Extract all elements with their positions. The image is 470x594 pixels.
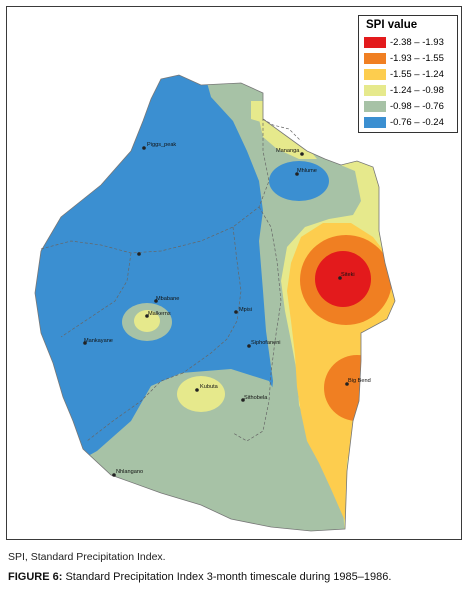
label-mankayane: Mankayane [84, 338, 113, 344]
figure-text: Standard Precipitation Index 3-month tim… [62, 571, 392, 583]
marker-big-bend [345, 382, 349, 386]
country-border [34, 74, 396, 532]
zone-blue-mhlume [269, 161, 329, 201]
zone-yellow-malkerns [134, 310, 160, 332]
legend-label: -1.24 – -0.98 [390, 85, 444, 96]
marker-mankayane [83, 341, 87, 345]
marker-siphofaneni [247, 344, 251, 348]
marker-kubuta [195, 388, 199, 392]
legend-label: -1.93 – -1.55 [390, 53, 444, 64]
marker-nhlangano [112, 473, 116, 477]
label-piggs-peak: Piggs_peak [147, 142, 176, 148]
marker-mananga [300, 152, 304, 156]
legend-swatch [364, 101, 386, 112]
abbreviation-note: SPI, Standard Precipitation Index. [8, 551, 166, 563]
label-mananga: Mananga [276, 148, 300, 154]
legend-label: -0.76 – -0.24 [390, 117, 444, 128]
label-siteki: Siteki [341, 272, 355, 278]
marker-mbabane [154, 299, 158, 303]
figure-label: FIGURE 6: [8, 571, 63, 583]
zone-red [315, 251, 371, 307]
legend-label: -2.38 – -1.93 [390, 37, 444, 48]
marker-siteki [338, 276, 342, 280]
figure-caption: FIGURE 6: Standard Precipitation Index 3… [8, 571, 391, 583]
legend-swatch [364, 69, 386, 80]
legend-swatch [364, 53, 386, 64]
legend-row: -0.76 – -0.24 [364, 116, 444, 129]
legend-swatch [364, 37, 386, 48]
spi-map: Piggs_peak Mananga Mhlume Siteki Mbabane… [34, 74, 396, 532]
marker-malkerns [145, 314, 149, 318]
label-nhlangano: Nhlangano [116, 469, 143, 475]
label-sithobela: Sithobela [244, 395, 268, 401]
marker-unnamed [137, 252, 141, 256]
legend-row: -0.98 – -0.76 [364, 100, 444, 113]
label-kubuta: Kubuta [200, 384, 219, 390]
marker-mpisi [234, 310, 238, 314]
legend-label: -0.98 – -0.76 [390, 101, 444, 112]
internal-boundaries [40, 118, 302, 442]
label-mbabane: Mbabane [156, 296, 179, 302]
label-mpisi: Mpisi [239, 307, 252, 313]
legend-title: SPI value [366, 19, 418, 31]
marker-sithobela [241, 398, 245, 402]
marker-piggs-peak [142, 146, 146, 150]
legend-row: -1.24 – -0.98 [364, 84, 444, 97]
label-mhlume: Mhlume [297, 168, 317, 174]
map-legend: SPI value -2.38 – -1.93 -1.93 – -1.55 -1… [358, 15, 458, 133]
zone-light-yellow-north [259, 119, 317, 159]
marker-mhlume [295, 172, 299, 176]
label-big-bend: Big Bend [348, 378, 371, 384]
town-markers [83, 146, 349, 477]
legend-swatch [364, 85, 386, 96]
legend-label: -1.55 – -1.24 [390, 69, 444, 80]
zone-orange-south [324, 355, 390, 421]
label-malkerns: Malkerns [148, 311, 171, 317]
zone-yellow-kubuta [177, 376, 225, 412]
legend-row: -2.38 – -1.93 [364, 36, 444, 49]
map-frame: Piggs_peak Mananga Mhlume Siteki Mbabane… [6, 6, 462, 540]
label-siphofaneni: Siphofaneni [251, 340, 281, 346]
legend-row: -1.55 – -1.24 [364, 68, 444, 81]
legend-row: -1.93 – -1.55 [364, 52, 444, 65]
legend-swatch [364, 117, 386, 128]
